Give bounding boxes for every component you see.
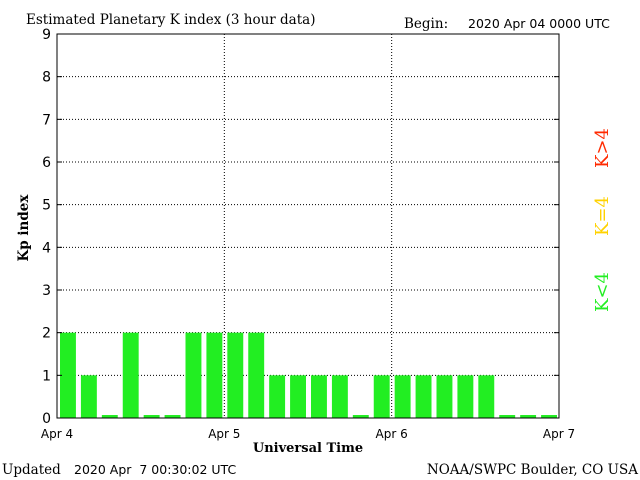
kp-bar [541,415,557,418]
y-axis-label: Kp index [16,194,32,262]
y-tick-label: 7 [42,112,51,128]
kp-bar [164,415,181,418]
begin-label: Begin: [404,16,448,32]
y-tick-label: 5 [42,198,51,214]
kp-bar [122,332,139,418]
y-tick-label: 6 [42,155,51,171]
x-axis-label: Universal Time [253,441,363,456]
kp-bar [478,375,495,418]
kp-bar [269,375,286,418]
chart-title: Estimated Planetary K index (3 hour data… [26,12,315,28]
kp-bar [436,375,453,418]
kp-bar [227,332,244,418]
y-tick-label: 4 [42,240,51,256]
kp-bar [520,415,537,418]
y-tick-label: 0 [42,411,51,427]
updated-label: Updated [2,462,61,478]
kp-bar [394,375,411,418]
legend-k-greater-4: K>4 [592,128,613,168]
y-tick-label: 2 [42,326,51,342]
kp-bar [415,375,432,418]
kp-bar [206,332,223,418]
x-tick-label: Apr 7 [543,427,575,441]
credit-text: NOAA/SWPC Boulder, CO USA [427,462,638,478]
x-tick-label: Apr 5 [208,427,240,441]
kp-bar [248,332,265,418]
legend-k-less-4: K<4 [592,272,613,312]
kp-bar [60,332,76,418]
plot-frame [56,33,560,419]
kp-bar [352,415,369,418]
y-tick-label: 3 [42,283,51,299]
kp-bar [290,375,306,418]
begin-value: 2020 Apr 04 0000 UTC [468,16,610,31]
kp-bar [457,375,474,418]
kp-bar [143,415,160,418]
legend-k-equal-4: K=4 [592,196,613,236]
kp-bar [80,375,97,418]
y-tick-label: 1 [42,368,51,384]
y-tick-label: 9 [42,27,51,43]
x-tick-label: Apr 6 [376,427,408,441]
y-tick-label: 8 [42,70,51,86]
kp-bar [331,375,348,418]
kp-bar [101,415,118,418]
kp-bar [373,375,390,418]
kp-bar [185,332,202,418]
kp-bar [311,375,327,418]
kp-bar [499,415,516,418]
x-tick-label: Apr 4 [41,427,73,441]
updated-value: 2020 Apr 7 00:30:02 UTC [74,462,236,477]
